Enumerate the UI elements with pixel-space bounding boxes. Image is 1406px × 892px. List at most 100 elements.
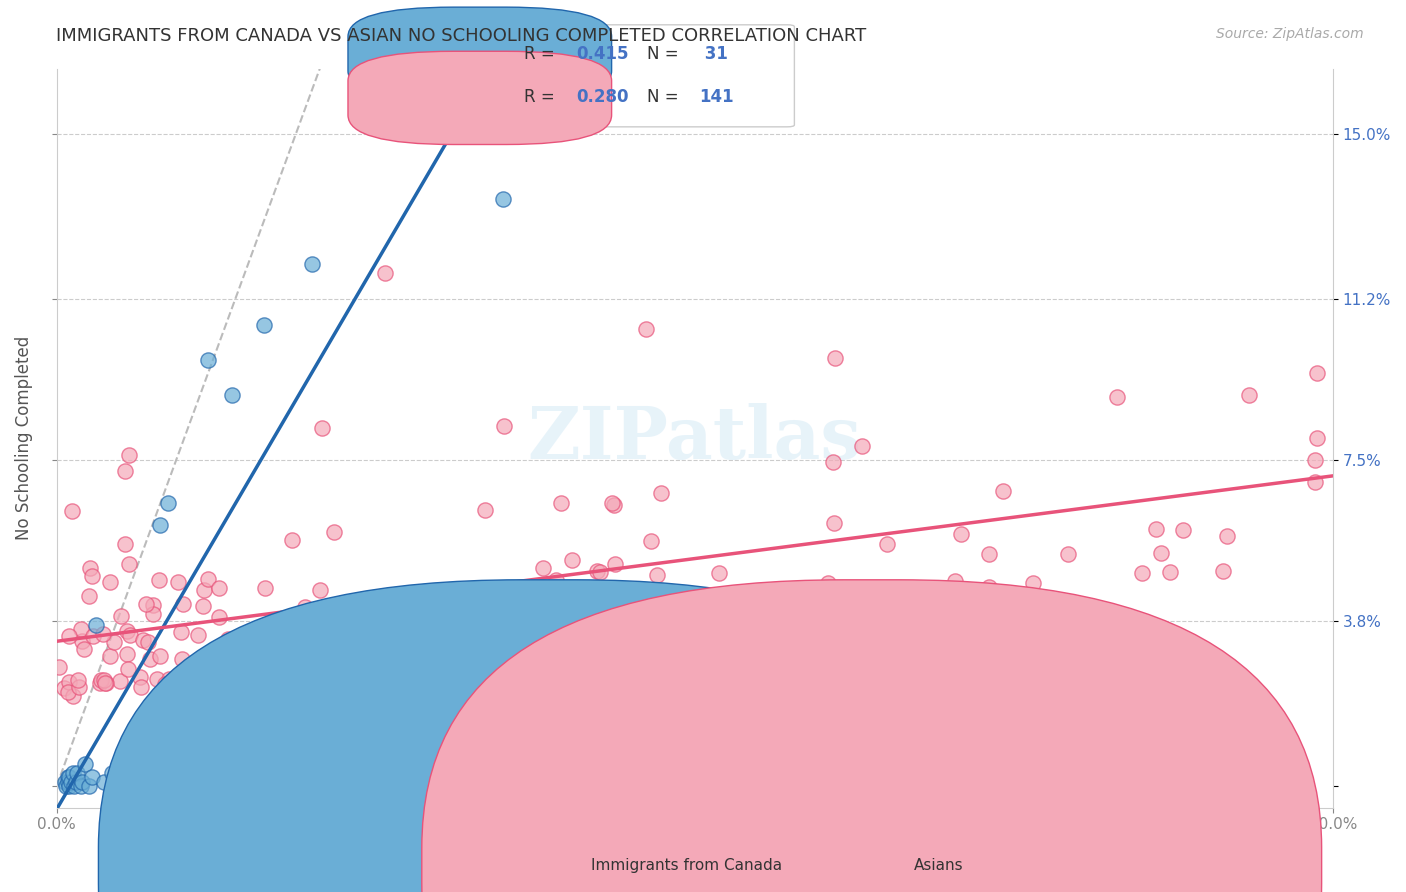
Point xyxy=(75,757,97,772)
FancyBboxPatch shape xyxy=(349,7,612,101)
Point xyxy=(135,597,157,611)
Point xyxy=(157,496,180,510)
Point xyxy=(62,690,84,704)
Point xyxy=(66,673,89,688)
Point xyxy=(89,675,111,690)
Text: 0.280: 0.280 xyxy=(576,88,628,106)
Point xyxy=(492,419,515,434)
Point xyxy=(110,762,132,776)
Point xyxy=(1056,548,1078,562)
Point xyxy=(142,598,165,612)
Point xyxy=(385,648,408,663)
Point xyxy=(197,657,219,671)
Point xyxy=(209,668,232,682)
Point xyxy=(823,516,845,530)
Point xyxy=(77,779,100,793)
Point xyxy=(79,589,101,603)
Point xyxy=(600,496,623,510)
Point xyxy=(197,573,219,587)
Point xyxy=(602,498,624,512)
Point xyxy=(82,569,104,583)
Y-axis label: No Schooling Completed: No Schooling Completed xyxy=(15,336,32,541)
Text: Source: ZipAtlas.com: Source: ZipAtlas.com xyxy=(1216,27,1364,41)
Point xyxy=(433,630,456,644)
Point xyxy=(53,681,76,695)
Point xyxy=(129,670,152,684)
Point xyxy=(586,564,609,578)
Point xyxy=(136,634,159,648)
Point xyxy=(650,486,672,500)
Point xyxy=(1216,529,1239,543)
Point xyxy=(253,582,276,596)
Point xyxy=(474,502,496,516)
Point xyxy=(651,612,673,626)
Point xyxy=(1021,576,1043,591)
Point xyxy=(166,678,188,692)
Point xyxy=(142,607,165,621)
Point xyxy=(1303,453,1326,467)
Point xyxy=(118,448,141,462)
Point xyxy=(114,537,136,551)
Point xyxy=(977,581,1000,595)
Point xyxy=(546,573,568,587)
Point xyxy=(141,757,163,772)
Text: 0.415: 0.415 xyxy=(576,45,628,63)
Point xyxy=(634,322,657,336)
Point xyxy=(62,765,84,780)
Point xyxy=(437,594,460,608)
Point xyxy=(301,257,323,271)
Point xyxy=(302,651,325,665)
Point xyxy=(561,553,583,567)
Point xyxy=(253,318,276,332)
Point xyxy=(157,672,180,686)
Point xyxy=(396,651,419,665)
Point xyxy=(114,464,136,478)
Point xyxy=(48,660,70,674)
Point xyxy=(58,779,80,793)
Point xyxy=(949,527,972,541)
Point xyxy=(56,774,79,789)
Point xyxy=(589,565,612,579)
Point xyxy=(67,680,90,694)
Point xyxy=(101,765,124,780)
Point xyxy=(173,744,195,758)
Text: 141: 141 xyxy=(700,88,734,106)
Point xyxy=(93,774,115,789)
Point xyxy=(69,779,91,793)
Point xyxy=(60,504,83,518)
Point xyxy=(322,627,344,641)
Point xyxy=(645,568,668,582)
Point xyxy=(56,685,79,699)
Point xyxy=(1150,546,1173,560)
Point xyxy=(125,779,148,793)
Point xyxy=(309,582,332,597)
Point xyxy=(72,634,94,648)
Point xyxy=(1306,431,1329,445)
Point xyxy=(63,779,86,793)
Point xyxy=(778,610,800,624)
Point xyxy=(786,609,808,624)
Point xyxy=(172,597,194,611)
Text: N =: N = xyxy=(647,45,683,63)
Point xyxy=(605,557,627,571)
Point xyxy=(851,439,873,453)
Point xyxy=(170,625,193,640)
Point xyxy=(58,770,80,784)
Point xyxy=(281,533,304,548)
Point xyxy=(876,537,898,551)
Point xyxy=(132,632,155,647)
Point xyxy=(221,387,243,401)
Point xyxy=(269,624,291,639)
Point xyxy=(977,547,1000,561)
Point xyxy=(58,675,80,690)
FancyBboxPatch shape xyxy=(429,25,794,127)
Point xyxy=(103,634,125,648)
Point xyxy=(149,648,172,663)
Point xyxy=(79,561,101,575)
Point xyxy=(1144,522,1167,536)
Point xyxy=(58,629,80,643)
Point xyxy=(96,676,118,690)
Point xyxy=(73,642,96,657)
Point xyxy=(139,652,162,666)
Point xyxy=(82,629,104,643)
